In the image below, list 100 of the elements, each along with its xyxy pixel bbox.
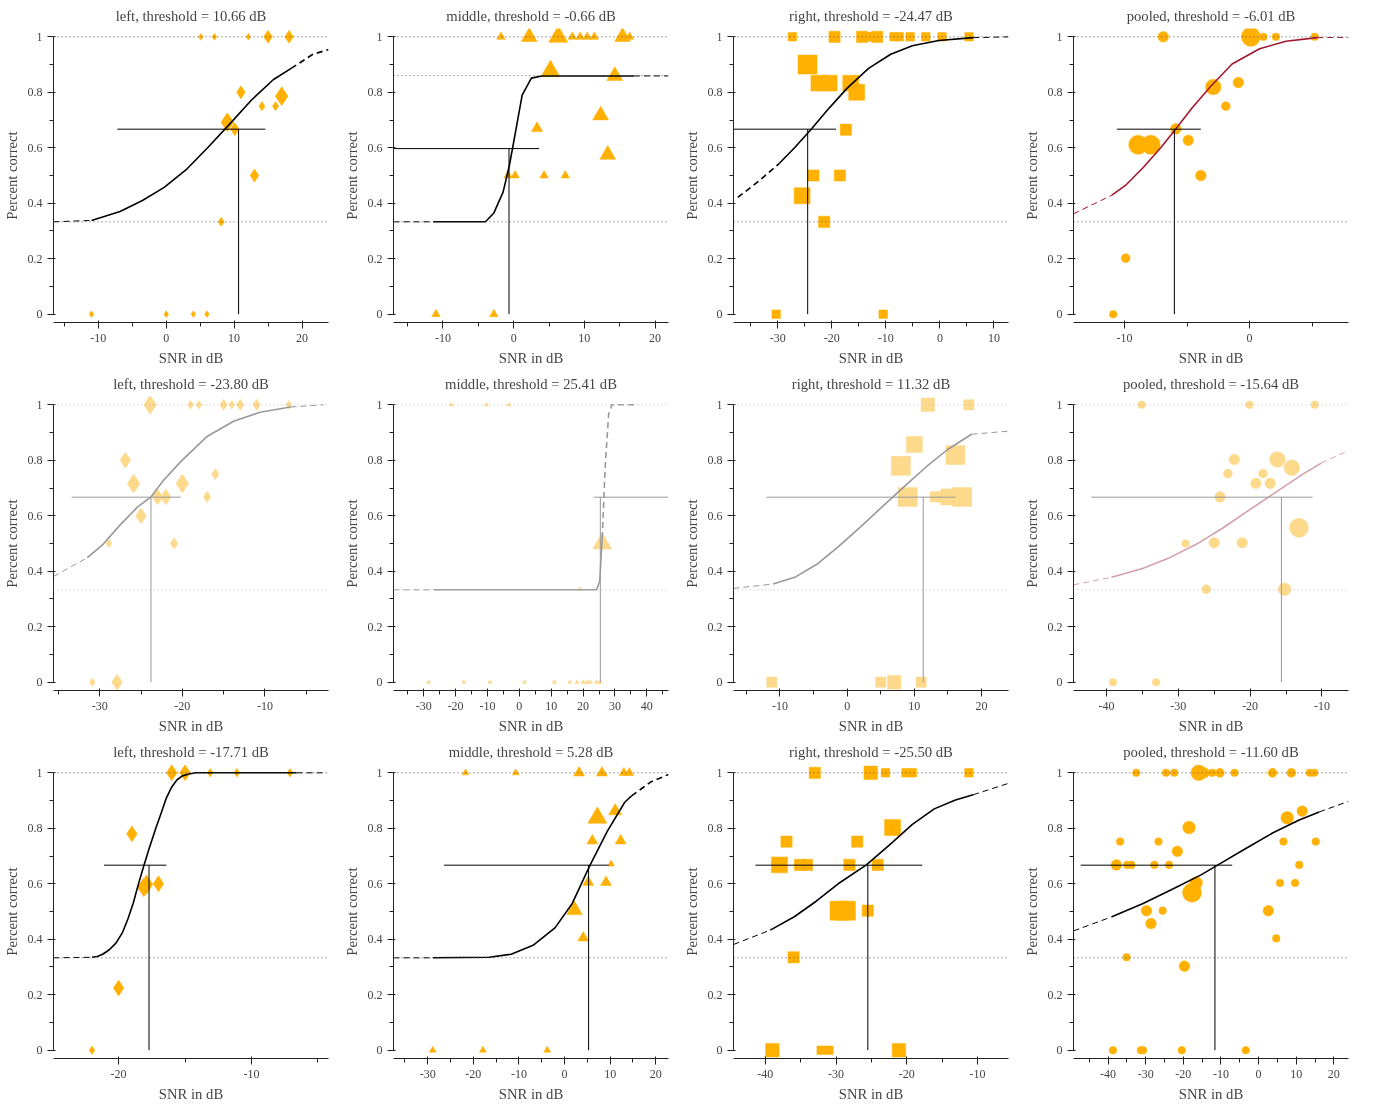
y-tick-label: 0.8 bbox=[1047, 453, 1063, 468]
y-tick-label: 1 bbox=[376, 765, 383, 780]
y-tick-label: 0.6 bbox=[707, 876, 723, 891]
y-tick-label: 0 bbox=[36, 307, 43, 322]
x-tick-label: -20 bbox=[465, 1066, 482, 1081]
y-tick-label: 1 bbox=[36, 397, 43, 412]
x-tick-label: -20 bbox=[823, 330, 840, 345]
x-tick-label: 10 bbox=[545, 698, 558, 713]
y-tick-label: 0.6 bbox=[367, 140, 383, 155]
x-tick-label: -10 bbox=[90, 330, 107, 345]
y-tick-label: 0.8 bbox=[707, 821, 723, 836]
chart-title: pooled, threshold = -11.60 dB bbox=[1123, 743, 1299, 760]
x-tick-label: -30 bbox=[769, 330, 786, 345]
y-tick-label: 1 bbox=[376, 397, 383, 412]
y-tick-label: 0.8 bbox=[27, 85, 43, 100]
y-tick-label: 0 bbox=[1056, 307, 1063, 322]
chart-title: right, threshold = -25.50 dB bbox=[789, 743, 954, 760]
y-tick-label: 1 bbox=[716, 765, 723, 780]
y-tick-label: 0.4 bbox=[27, 932, 43, 947]
x-axis-title: SNR in dB bbox=[838, 1085, 904, 1102]
x-tick-label: 0 bbox=[844, 698, 851, 713]
y-tick-label: 0.4 bbox=[27, 196, 43, 211]
y-tick-label: 0.6 bbox=[27, 876, 43, 891]
x-tick-label: -30 bbox=[1137, 1066, 1154, 1081]
x-tick-label: -10 bbox=[1313, 698, 1330, 713]
y-tick-label: 0.2 bbox=[1047, 987, 1063, 1002]
y-tick-label: 0.2 bbox=[707, 987, 723, 1002]
y-tick-label: 1 bbox=[1056, 397, 1063, 412]
x-tick-label: 20 bbox=[296, 330, 309, 345]
y-tick-label: 0.4 bbox=[1047, 932, 1063, 947]
y-tick-label: 0.8 bbox=[707, 453, 723, 468]
x-tick-label: -10 bbox=[969, 1066, 986, 1081]
x-tick-label: -10 bbox=[510, 1066, 527, 1081]
chart-title: middle, threshold = -0.66 dB bbox=[446, 7, 616, 24]
x-tick-label: -10 bbox=[434, 330, 451, 345]
x-tick-label: 10 bbox=[228, 330, 241, 345]
chart-title: left, threshold = -23.80 dB bbox=[113, 375, 270, 392]
y-tick-label: 0.2 bbox=[27, 251, 43, 266]
x-tick-label: 0 bbox=[163, 330, 170, 345]
y-tick-label: 0.4 bbox=[27, 564, 43, 579]
x-tick-label: 10 bbox=[908, 698, 921, 713]
y-tick-label: 0 bbox=[376, 1043, 383, 1058]
y-axis-title: Percent correct bbox=[343, 867, 360, 956]
y-tick-label: 1 bbox=[716, 29, 723, 44]
y-tick-label: 0.8 bbox=[1047, 821, 1063, 836]
x-tick-label: 10 bbox=[578, 330, 591, 345]
y-tick-label: 0.4 bbox=[707, 932, 723, 947]
x-tick-label: -10 bbox=[1212, 1066, 1229, 1081]
x-tick-label: -30 bbox=[415, 698, 432, 713]
x-tick-label: -30 bbox=[419, 1066, 436, 1081]
x-tick-label: -10 bbox=[771, 698, 788, 713]
x-axis-title: SNR in dB bbox=[1178, 717, 1244, 734]
y-tick-label: 0.4 bbox=[367, 932, 383, 947]
y-tick-label: 0 bbox=[716, 675, 723, 690]
x-tick-label: 10 bbox=[987, 330, 1000, 345]
x-tick-label: 0 bbox=[516, 698, 523, 713]
x-tick-label: 20 bbox=[649, 330, 662, 345]
chart-title: right, threshold = 11.32 dB bbox=[791, 375, 951, 392]
x-tick-label: 0 bbox=[1255, 1066, 1262, 1081]
y-tick-label: 0 bbox=[376, 307, 383, 322]
y-tick-label: 0 bbox=[1056, 1043, 1063, 1058]
y-tick-label: 1 bbox=[1056, 29, 1063, 44]
y-tick-label: 0.8 bbox=[27, 453, 43, 468]
y-tick-label: 0.4 bbox=[1047, 196, 1063, 211]
x-axis-title: SNR in dB bbox=[158, 717, 224, 734]
y-tick-label: 0.2 bbox=[1047, 251, 1063, 266]
x-tick-label: -20 bbox=[174, 698, 191, 713]
x-tick-label: -10 bbox=[243, 1066, 260, 1081]
x-tick-label: -40 bbox=[757, 1066, 774, 1081]
y-tick-label: 0.8 bbox=[367, 821, 383, 836]
x-tick-label: 20 bbox=[1327, 1066, 1340, 1081]
chart-title: middle, threshold = 25.41 dB bbox=[445, 375, 618, 392]
y-tick-label: 0.4 bbox=[367, 196, 383, 211]
y-tick-label: 1 bbox=[36, 765, 43, 780]
x-tick-label: 0 bbox=[1246, 330, 1253, 345]
y-tick-label: 0 bbox=[716, 1043, 723, 1058]
y-tick-label: 0 bbox=[36, 675, 43, 690]
chart-title: left, threshold = -17.71 dB bbox=[113, 743, 270, 760]
y-tick-label: 1 bbox=[716, 397, 723, 412]
x-tick-label: 0 bbox=[936, 330, 943, 345]
y-tick-label: 0.2 bbox=[27, 619, 43, 634]
chart-title: right, threshold = -24.47 dB bbox=[789, 7, 954, 24]
x-tick-label: 10 bbox=[1290, 1066, 1303, 1081]
x-tick-label: -20 bbox=[1175, 1066, 1192, 1081]
x-tick-label: -20 bbox=[898, 1066, 915, 1081]
y-tick-label: 0.4 bbox=[707, 564, 723, 579]
y-tick-label: 0.2 bbox=[27, 987, 43, 1002]
y-tick-label: 0 bbox=[36, 1043, 43, 1058]
y-tick-label: 0.6 bbox=[1047, 876, 1063, 891]
chart-title: pooled, threshold = -6.01 dB bbox=[1126, 7, 1296, 24]
x-tick-label: -10 bbox=[256, 698, 273, 713]
x-axis-title: SNR in dB bbox=[838, 349, 904, 366]
y-axis-title: Percent correct bbox=[3, 867, 20, 956]
x-axis-title: SNR in dB bbox=[498, 1085, 564, 1102]
y-axis-title: Percent correct bbox=[3, 499, 20, 588]
y-tick-label: 1 bbox=[36, 29, 43, 44]
x-axis-title: SNR in dB bbox=[498, 349, 564, 366]
y-tick-label: 0 bbox=[716, 307, 723, 322]
x-tick-label: -40 bbox=[1098, 698, 1115, 713]
x-tick-label: -10 bbox=[1116, 330, 1133, 345]
